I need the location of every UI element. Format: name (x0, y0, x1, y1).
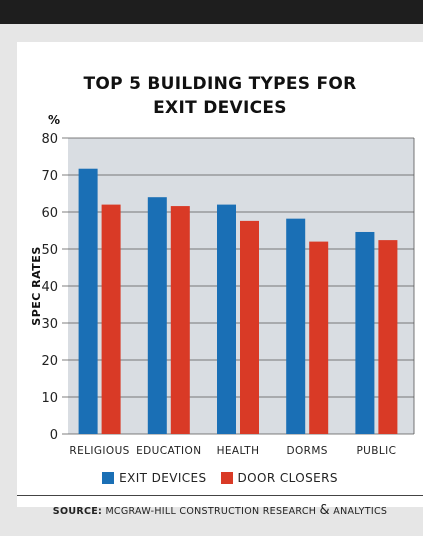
bar-exit-devices-religious (78, 168, 98, 434)
bar-door-closers-religious (101, 204, 121, 434)
legend-item-door-closers: DOOR CLOSERS (220, 471, 338, 485)
bar-chart: 0 10 20 30 40 50 60 70 80% SPEC RATES RELIGIOUS EDU… (30, 113, 415, 457)
bar-exit-devices-health (217, 204, 236, 434)
top-bar (0, 0, 423, 24)
x-tick-label: PUBLIC (356, 445, 396, 457)
y-tick-label: 80 (41, 132, 58, 147)
legend-label-exit-devices: EXIT DEVICES (119, 471, 207, 485)
source-divider (17, 495, 423, 496)
x-tick-label: HEALTH (217, 445, 260, 457)
chart-title: TOP 5 BUILDING TYPES FOR EXIT DEVICES (17, 72, 423, 120)
source-label: SOURCE: (52, 506, 103, 517)
y-tick-label: 50 (41, 243, 58, 258)
source-line: SOURCE: MCGRAW-HILL CONSTRUCTION RESEARC… (17, 503, 423, 518)
x-tick-label: EDUCATION (136, 445, 201, 457)
source-ampersand: & (319, 503, 330, 518)
bar-exit-devices-public (355, 231, 375, 434)
bar-exit-devices-education (147, 197, 167, 434)
bar-door-closers-dorms (309, 241, 329, 434)
legend-item-exit-devices: EXIT DEVICES (102, 471, 206, 485)
legend-swatch-exit-devices (102, 472, 115, 484)
bar-door-closers-education (170, 206, 190, 434)
bar-door-closers-health (240, 220, 259, 434)
source-text-before: MCGRAW-HILL CONSTRUCTION RESEARCH (105, 506, 317, 517)
legend-swatch-door-closers (220, 472, 233, 484)
x-tick-label: DORMS (287, 445, 328, 457)
chart-legend: EXIT DEVICES DOOR CLOSERS (17, 471, 423, 485)
y-tick-label: 40 (41, 280, 58, 295)
y-tick-label: 70 (41, 169, 58, 184)
chart-title-line-2: EXIT DEVICES (153, 98, 287, 118)
x-tick-label: RELIGIOUS (69, 445, 129, 457)
y-axis-title: SPEC RATES (30, 246, 43, 325)
y-tick-label: 30 (41, 317, 58, 332)
y-unit-label: % (48, 113, 60, 127)
y-tick-label: 0 (50, 428, 58, 443)
source-text-after: ANALYTICS (333, 506, 388, 517)
legend-label-door-closers: DOOR CLOSERS (237, 471, 338, 485)
chart-title-line-1: TOP 5 BUILDING TYPES FOR (83, 74, 357, 94)
bar-exit-devices-dorms (286, 218, 306, 434)
y-tick-label: 20 (41, 354, 58, 369)
bar-door-closers-public (378, 240, 398, 434)
y-tick-label: 10 (41, 391, 58, 406)
y-tick-label: 60 (41, 206, 58, 221)
